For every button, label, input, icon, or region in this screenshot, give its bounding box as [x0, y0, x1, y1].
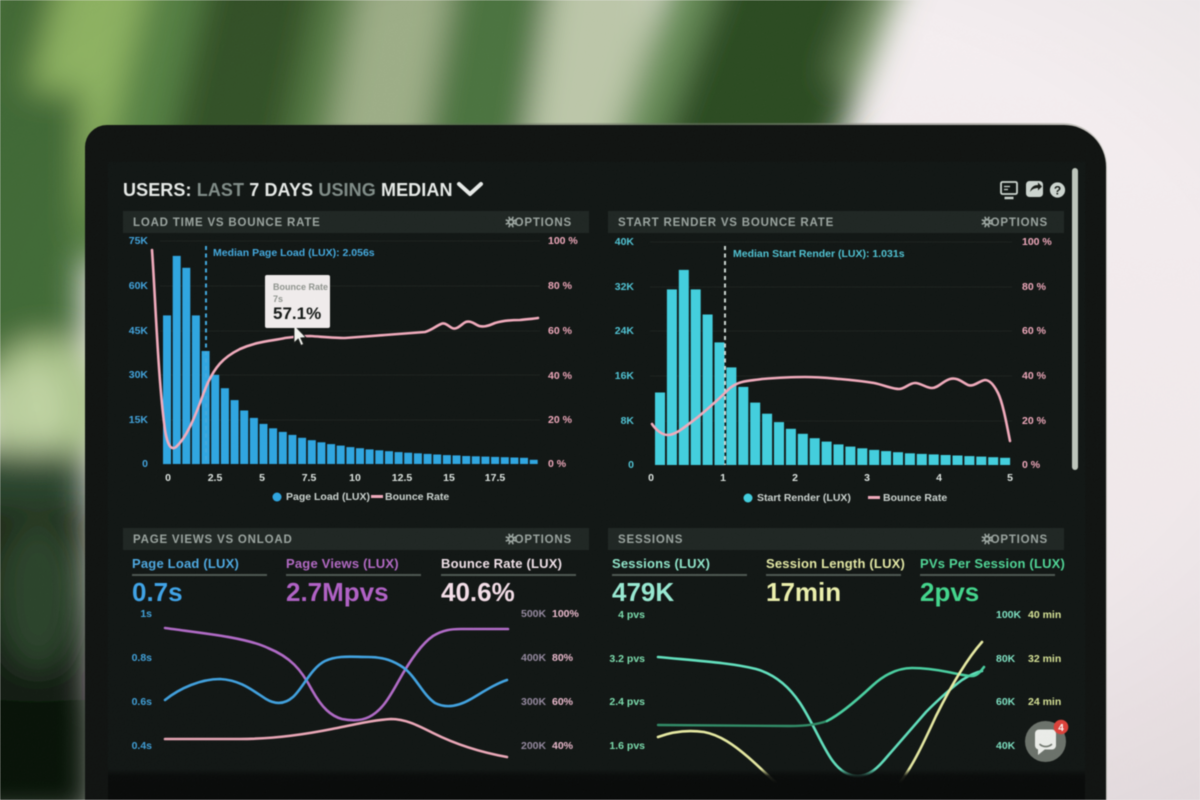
svg-text:4: 4: [1058, 723, 1064, 734]
svg-text:?: ?: [1054, 184, 1061, 198]
